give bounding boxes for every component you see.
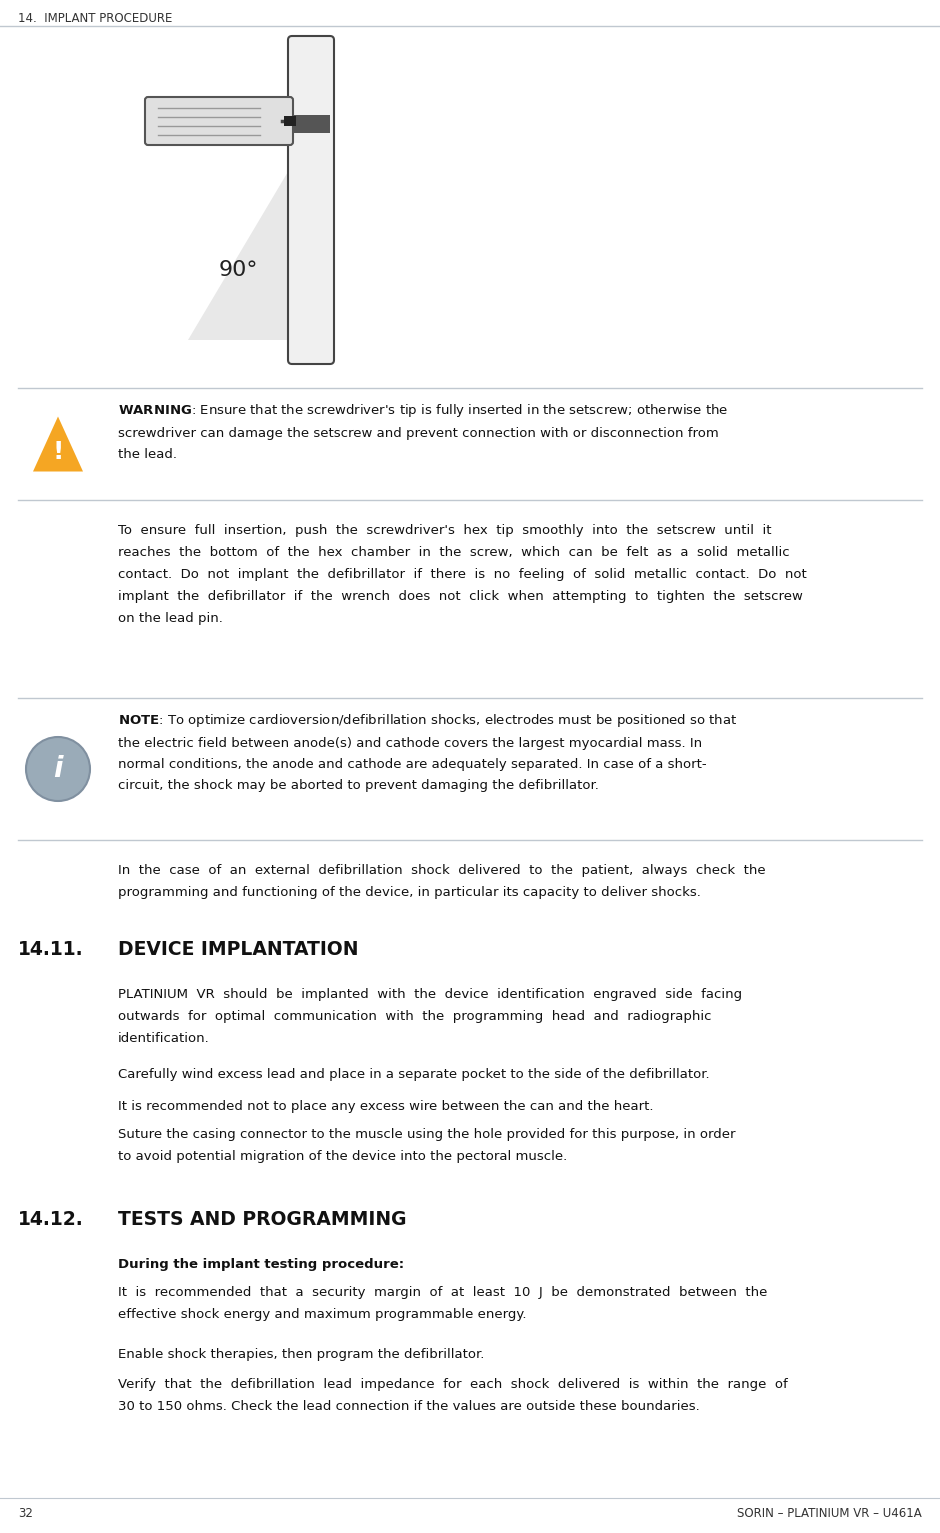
Text: 32: 32: [18, 1507, 33, 1521]
Text: TESTS AND PROGRAMMING: TESTS AND PROGRAMMING: [118, 1210, 406, 1229]
Text: It  is  recommended  that  a  security  margin  of  at  least  10  J  be  demons: It is recommended that a security margin…: [118, 1286, 767, 1321]
Bar: [292, 115, 330, 133]
Text: $\bf{NOTE}$: To optimize cardioversion/defibrillation shocks, electrodes must be: $\bf{NOTE}$: To optimize cardioversion/d…: [118, 711, 737, 793]
Text: Verify  that  the  defibrillation  lead  impedance  for  each  shock  delivered : Verify that the defibrillation lead impe…: [118, 1378, 788, 1413]
Bar: [284, 117, 296, 126]
Text: 14.11.: 14.11.: [18, 940, 84, 960]
Text: To  ensure  full  insertion,  push  the  screwdriver's  hex  tip  smoothly  into: To ensure full insertion, push the screw…: [118, 524, 807, 625]
Text: 14.12.: 14.12.: [18, 1210, 84, 1229]
Ellipse shape: [26, 737, 90, 802]
Polygon shape: [33, 417, 83, 472]
Text: It is recommended not to place any excess wire between the can and the heart.: It is recommended not to place any exces…: [118, 1101, 653, 1113]
Text: i: i: [54, 754, 63, 783]
Text: During the implant testing procedure:: During the implant testing procedure:: [118, 1259, 404, 1271]
Text: In  the  case  of  an  external  defibrillation  shock  delivered  to  the  pati: In the case of an external defibrillatio…: [118, 865, 765, 898]
Text: Suture the casing connector to the muscle using the hole provided for this purpo: Suture the casing connector to the muscl…: [118, 1128, 735, 1164]
Text: $\bf{WARNING}$: Ensure that the screwdriver's tip is fully inserted in the setsc: $\bf{WARNING}$: Ensure that the screwdri…: [118, 402, 728, 461]
Polygon shape: [188, 133, 311, 340]
Text: Enable shock therapies, then program the defibrillator.: Enable shock therapies, then program the…: [118, 1348, 484, 1361]
FancyBboxPatch shape: [145, 97, 293, 146]
Text: DEVICE IMPLANTATION: DEVICE IMPLANTATION: [118, 940, 358, 960]
Text: SORIN – PLATINIUM VR – U461A: SORIN – PLATINIUM VR – U461A: [737, 1507, 922, 1521]
Text: 90°: 90°: [218, 261, 258, 281]
Text: !: !: [53, 440, 64, 464]
FancyBboxPatch shape: [288, 35, 334, 363]
Text: 14.  IMPLANT PROCEDURE: 14. IMPLANT PROCEDURE: [18, 12, 172, 25]
Text: PLATINIUM  VR  should  be  implanted  with  the  device  identification  engrave: PLATINIUM VR should be implanted with th…: [118, 987, 742, 1046]
Text: Carefully wind excess lead and place in a separate pocket to the side of the def: Carefully wind excess lead and place in …: [118, 1069, 710, 1081]
